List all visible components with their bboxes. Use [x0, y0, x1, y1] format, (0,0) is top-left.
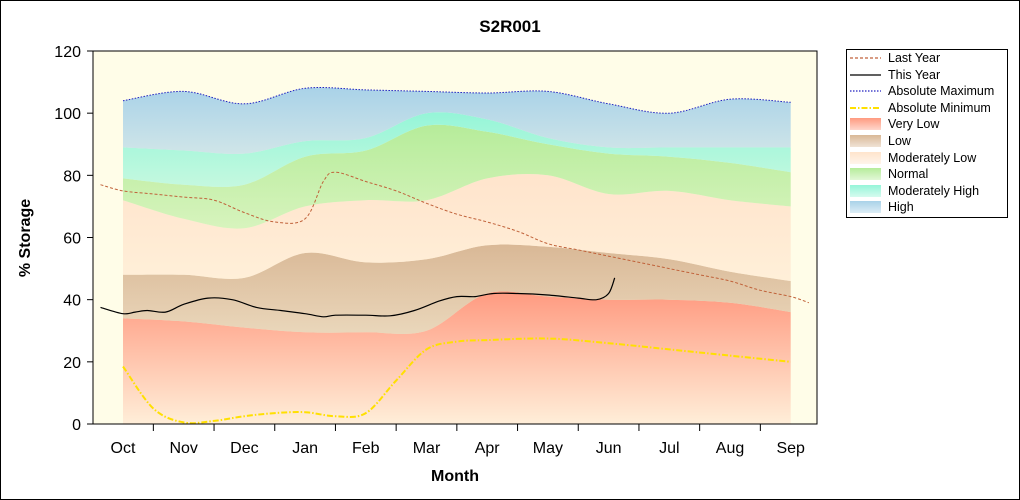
y-tick-label: 80: [63, 168, 81, 185]
legend-item: Absolute Minimum: [847, 100, 1007, 117]
y-axis-title: % Storage: [17, 199, 34, 277]
series-layer: [100, 86, 810, 425]
x-tick-label: Aug: [716, 440, 744, 457]
legend-label: Normal: [888, 167, 929, 182]
band-high: [123, 87, 791, 154]
y-tick-label: 120: [54, 44, 81, 61]
legend-item: Last Year: [847, 50, 1007, 67]
x-tick-label: Sep: [776, 440, 805, 457]
x-tick-label: Jul: [659, 440, 679, 457]
x-tick-label: Nov: [169, 440, 197, 457]
legend-item: Moderately Low: [847, 150, 1007, 167]
x-tick-label: Apr: [475, 440, 501, 457]
x-tick-label: Oct: [111, 440, 136, 457]
legend-swatch: [850, 168, 881, 181]
legend-swatch: [850, 184, 881, 197]
x-tick-label: Feb: [352, 440, 380, 457]
legend-label: Moderately High: [888, 183, 980, 198]
legend-label: Moderately Low: [888, 150, 977, 165]
legend-label: Absolute Maximum: [888, 84, 995, 99]
x-tick-label: Jun: [596, 440, 622, 457]
series-absolute-minimum: [122, 337, 791, 425]
y-tick-label: 20: [63, 355, 81, 372]
x-axis-title: Month: [431, 468, 479, 485]
band-normal: [123, 124, 791, 229]
legend-item: This Year: [847, 67, 1007, 84]
legend-item: Very Low: [847, 116, 1007, 133]
legend-label: Low: [888, 133, 911, 148]
legend-item: Low: [847, 133, 1007, 150]
series-absolute-maximum: [122, 86, 791, 114]
x-tick-label: May: [533, 440, 563, 457]
legend-item: Absolute Maximum: [847, 83, 1007, 100]
series-last-year: [100, 171, 810, 304]
legend-swatch: [850, 90, 881, 92]
legend-label: Last Year: [888, 51, 941, 65]
legend-swatch: [850, 134, 881, 147]
legend-item: Normal: [847, 166, 1007, 183]
legend-label: High: [888, 200, 914, 215]
y-tick-label: 40: [63, 293, 81, 310]
legend-swatch: [850, 57, 881, 59]
x-tick-label: Jan: [292, 440, 318, 457]
legend-item: Moderately High: [847, 183, 1007, 200]
chart-title: S2R001: [479, 17, 540, 36]
band-very-low: [123, 291, 791, 424]
band-moderately-high: [123, 112, 791, 187]
y-tick-label: 0: [72, 417, 81, 434]
legend-swatch: [850, 106, 881, 109]
legend-label: This Year: [888, 67, 941, 82]
band-moderately-low: [123, 174, 791, 281]
y-tick-label: 60: [63, 231, 81, 248]
x-tick-label: Dec: [230, 440, 258, 457]
legend-swatch: [850, 118, 881, 131]
series-this-year: [100, 277, 616, 318]
x-tick-label: Mar: [413, 440, 441, 457]
legend: Last Year This Year Absolute Maximum Absolu…: [846, 49, 1008, 218]
legend-label: Very Low: [888, 117, 940, 132]
legend-swatch: [850, 73, 881, 76]
legend-swatch: [850, 201, 881, 214]
bands-layer: [123, 87, 791, 424]
legend-label: Absolute Minimum: [888, 100, 991, 115]
y-tick-label: 100: [54, 106, 81, 123]
axes-layer: 0 20 40 60 80 100 120 Oct Nov Dec Jan Feb Mar Apr May J…: [54, 44, 818, 457]
legend-item: High: [847, 199, 1007, 216]
legend-swatch: [850, 151, 881, 164]
